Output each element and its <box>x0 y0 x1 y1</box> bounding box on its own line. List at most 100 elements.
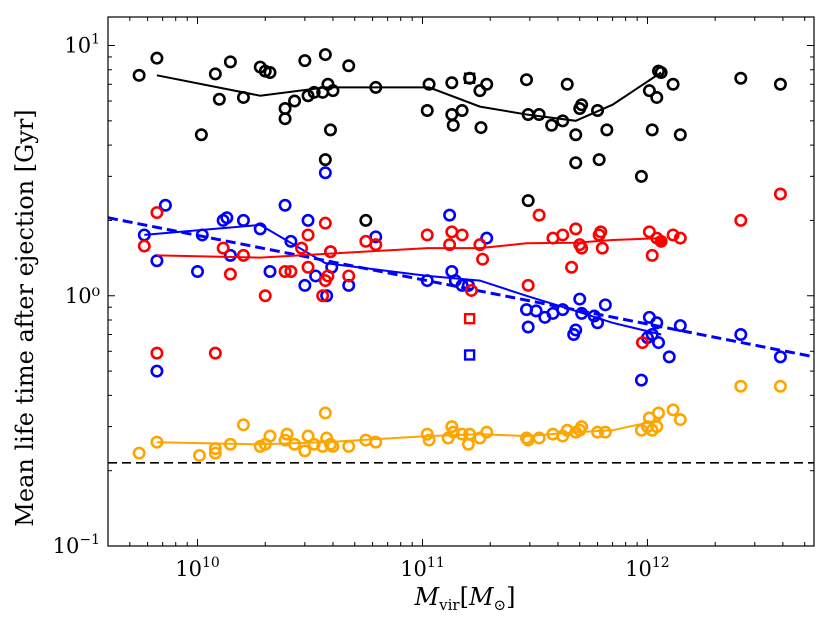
black-point-50 <box>650 90 664 104</box>
blue-point-12 <box>278 198 292 212</box>
x-tick-label-1: 1011 <box>400 555 445 581</box>
orange-point-53 <box>734 379 748 393</box>
red-point-0 <box>137 239 151 253</box>
black-point-25 <box>422 77 436 91</box>
orange-point-24 <box>420 427 434 441</box>
orange-point-52 <box>673 413 687 427</box>
red-point-4 <box>216 241 230 255</box>
black-point-10 <box>278 112 292 126</box>
blue-point-47 <box>650 316 664 330</box>
blue-point-29 <box>480 231 494 245</box>
orange-point-19 <box>323 437 337 451</box>
black-point-58 <box>359 213 373 227</box>
orange-point-36 <box>532 431 546 445</box>
x-label-close-bracket: ] <box>506 583 515 611</box>
red-point-6 <box>236 248 250 262</box>
red-point-18 <box>342 269 356 283</box>
red-point-28 <box>521 278 535 292</box>
red-point-13 <box>316 289 330 303</box>
plot-frame <box>107 16 815 547</box>
red-point-16 <box>321 269 335 283</box>
red-point-17 <box>323 245 337 259</box>
red-point-5 <box>223 267 237 281</box>
black-point-29 <box>455 103 469 117</box>
orange-point-2 <box>192 448 206 462</box>
x-tick-label-2: 1012 <box>625 555 670 581</box>
black-point-31 <box>473 84 487 98</box>
orange-point-11 <box>280 427 294 441</box>
red-point-24 <box>455 228 469 242</box>
blue-point-49 <box>662 350 676 364</box>
black-point-41 <box>569 156 583 170</box>
y-axis-label: Mean life time after ejection [Gyr] <box>11 109 39 526</box>
red-point-2 <box>150 206 164 220</box>
blue-point-51 <box>734 328 748 342</box>
orange-point-4 <box>208 446 222 460</box>
red-point-9 <box>284 265 298 279</box>
black-point-52 <box>654 66 668 80</box>
orange-point-21 <box>342 439 356 453</box>
red-point-41 <box>645 248 659 262</box>
black-point-39 <box>560 77 574 91</box>
black-point-4 <box>212 92 226 106</box>
orange-point-39 <box>560 423 574 437</box>
red-point-15 <box>318 216 332 230</box>
red-median-line <box>156 237 662 259</box>
black-point-57 <box>521 194 535 208</box>
orange-point-50 <box>652 406 666 420</box>
blue-point-8 <box>223 248 237 262</box>
red-point-3 <box>208 346 222 360</box>
black-point-33 <box>480 77 494 91</box>
black-point-13 <box>298 54 312 68</box>
blue-point-9 <box>236 213 250 227</box>
orange-point-30 <box>461 437 475 451</box>
blue-point-43 <box>634 373 648 387</box>
black-point-53 <box>666 77 680 91</box>
blue-point-22 <box>369 230 383 244</box>
blue-point-48 <box>652 336 666 350</box>
red-point-32 <box>565 260 579 274</box>
red-point-26 <box>473 238 487 252</box>
red-point-7 <box>258 289 272 303</box>
black-point-11 <box>278 102 292 116</box>
orange-point-15 <box>307 437 321 451</box>
blue-point-31 <box>521 320 535 334</box>
blue-point-14 <box>298 278 312 292</box>
blue-point-13 <box>284 234 298 248</box>
black-point-49 <box>645 123 659 137</box>
red-square-0 <box>463 312 476 325</box>
orange-point-17 <box>318 406 332 420</box>
black-point-56 <box>773 77 787 91</box>
blue-point-7 <box>220 211 234 225</box>
black-point-54 <box>673 128 687 142</box>
blue-point-17 <box>318 166 332 180</box>
blue-point-24 <box>443 208 457 222</box>
black-square-0 <box>463 72 476 84</box>
x-label-open-bracket: [ <box>460 583 469 611</box>
black-point-9 <box>263 66 277 80</box>
red-point-12 <box>301 260 315 274</box>
blue-point-52 <box>773 350 787 364</box>
black-point-48 <box>642 84 656 98</box>
black-point-55 <box>734 71 748 85</box>
black-point-26 <box>445 76 459 90</box>
x-label-unit: M <box>468 583 495 611</box>
black-point-20 <box>323 123 337 137</box>
red-point-25 <box>464 283 478 297</box>
red-point-37 <box>594 225 608 239</box>
black-point-44 <box>591 103 605 117</box>
x-label-main-sub: vir <box>438 596 460 614</box>
blue-point-27 <box>455 278 469 292</box>
blue-point-1 <box>150 364 164 378</box>
black-point-27 <box>445 108 459 122</box>
black-point-40 <box>569 128 583 142</box>
blue-point-39 <box>575 306 589 320</box>
blue-point-37 <box>569 323 583 337</box>
blue-point-4 <box>191 265 205 279</box>
black-point-43 <box>575 98 589 112</box>
orange-point-27 <box>445 420 459 434</box>
orange-point-51 <box>666 403 680 417</box>
x-label-main: M <box>414 583 441 611</box>
x-axis-label: Mvir[M⊙] <box>414 583 516 614</box>
